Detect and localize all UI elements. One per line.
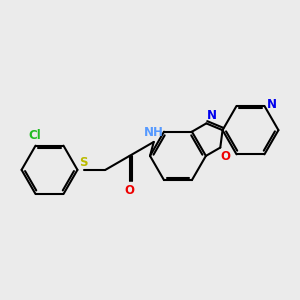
Text: Cl: Cl	[28, 129, 41, 142]
Text: N: N	[207, 109, 217, 122]
Text: N: N	[267, 98, 277, 111]
Text: NH: NH	[144, 126, 164, 139]
Text: O: O	[221, 150, 231, 163]
Text: S: S	[79, 156, 88, 169]
Text: O: O	[124, 184, 134, 197]
